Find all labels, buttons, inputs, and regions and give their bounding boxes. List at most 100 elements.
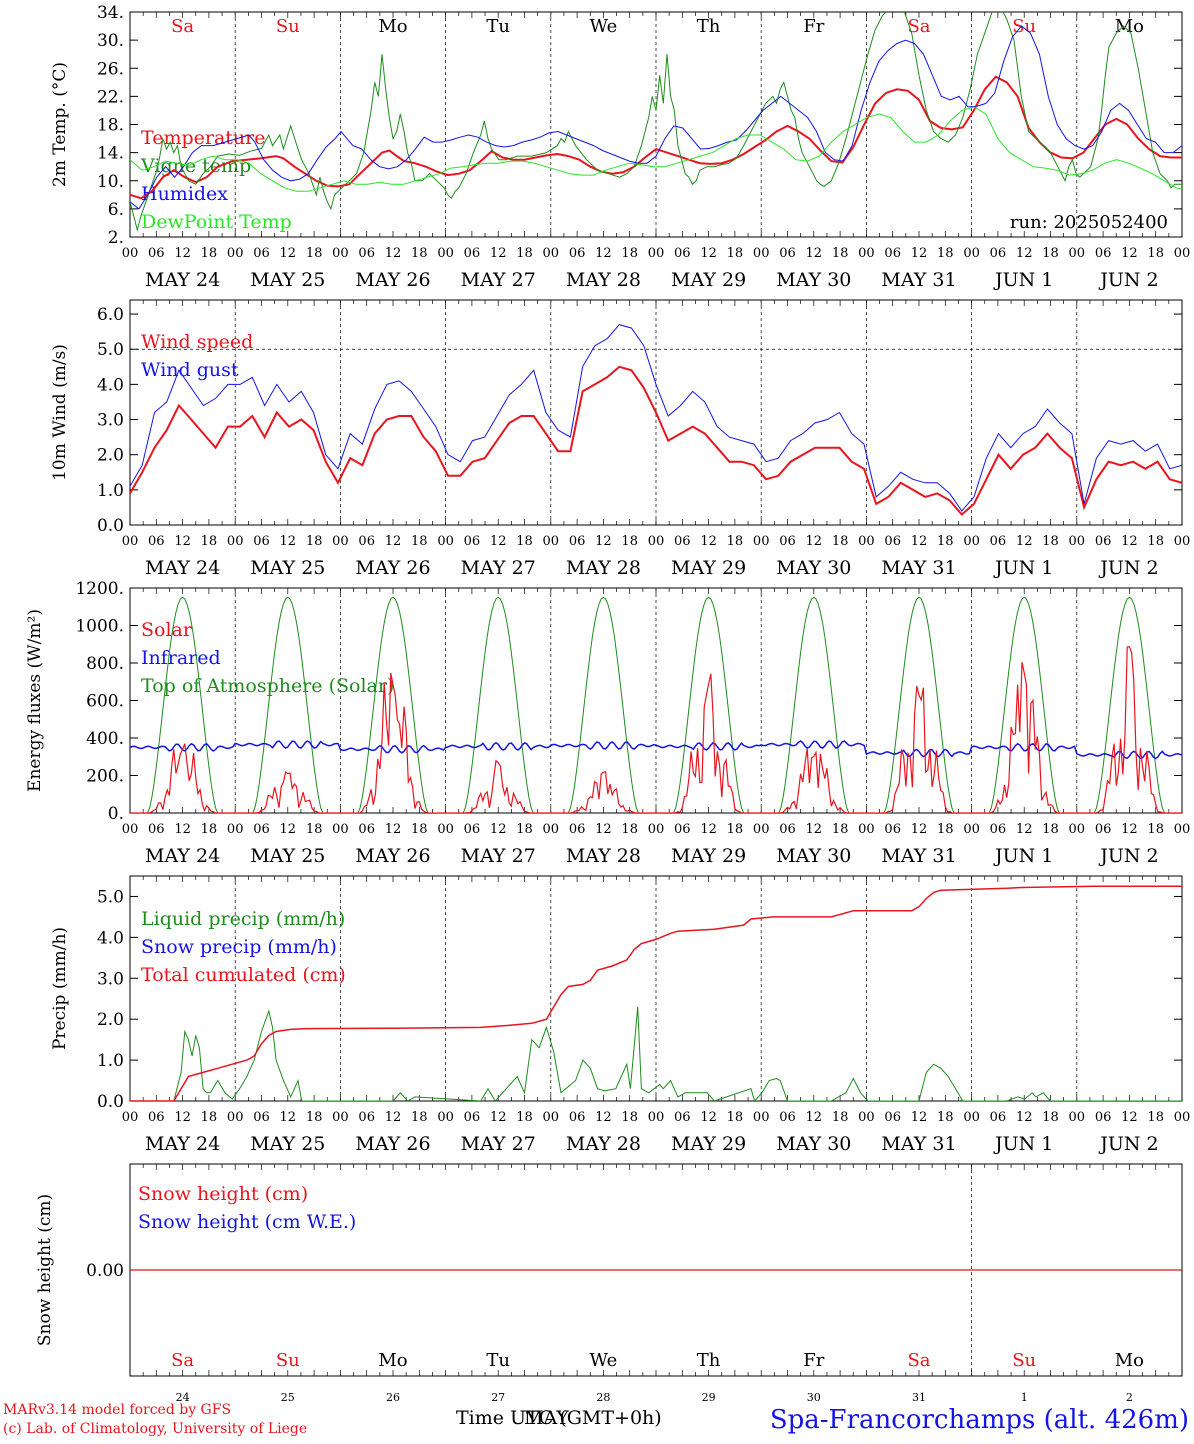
wind-hour-label: 00 (543, 534, 560, 549)
wind-hour-label: 12 (1016, 534, 1033, 549)
snow-day-number: 2 (1126, 1391, 1133, 1404)
wind-hour-label: 12 (1121, 534, 1138, 549)
precip-hour-label: 00 (753, 1110, 770, 1125)
temperature-hour-label: 18 (727, 246, 744, 261)
temperature-hour-label: 00 (648, 246, 665, 261)
temperature-ytick-label: 18. (97, 116, 124, 136)
model-credit: MARv3.14 model forced by GFS (3, 1402, 231, 1418)
energy-hour-label: 12 (490, 822, 507, 837)
wind-panel: 6.0 5.0 4.0 3.0 2.0 1.0 0.0 10m Wind (m/s) 00 06 1… (50, 299, 1190, 579)
temperature-hour-label: 06 (990, 246, 1007, 261)
temperature-ytick-label: 26. (97, 59, 124, 79)
precip-hour-label: 00 (332, 1110, 349, 1125)
snow-weekday-label: Sa (907, 1350, 930, 1371)
wind-ytick-label: 1.0 (97, 481, 124, 501)
energy-hour-label: 00 (227, 822, 244, 837)
temperature-hour-label: 12 (1121, 246, 1138, 261)
energy-hour-label: 06 (884, 822, 901, 837)
precip-hour-label: 00 (648, 1110, 665, 1125)
energy-legend-entry: Solar (141, 619, 193, 641)
energy-hour-label: 06 (569, 822, 586, 837)
snow-panel: 0.00 Snow height (cm) 24 25 26 27 28 29 30 31 1 2 Sa… (35, 1163, 1183, 1404)
snow-weekday-label: Su (1012, 1350, 1036, 1371)
energy-hour-label: 00 (122, 822, 139, 837)
snow-legend-entry: Snow height (cm W.E.) (138, 1211, 356, 1233)
energy-panel: 1200. 1000. 800. 600. 400. 200. 0. Energy fluxe… (25, 579, 1190, 867)
energy-hour-label: 18 (201, 822, 218, 837)
snow-day-number: 29 (702, 1391, 716, 1404)
temperature-date-label: MAY 31 (881, 269, 956, 291)
energy-date-label: MAY 28 (566, 845, 641, 867)
wind-hour-label: 12 (806, 534, 823, 549)
energy-hour-label: 00 (648, 822, 665, 837)
energy-hour-label: 18 (832, 822, 849, 837)
temperature-hour-label: 18 (937, 246, 954, 261)
energy-axis-title: Energy fluxes (W/m²) (25, 609, 45, 792)
precip-hour-label: 00 (227, 1110, 244, 1125)
wind-hour-label: 12 (595, 534, 612, 549)
temperature-hour-label: 06 (569, 246, 586, 261)
wind-hour-label: 00 (332, 534, 349, 549)
energy-hour-label: 12 (806, 822, 823, 837)
wind-hour-label: 12 (280, 534, 297, 549)
wind-series-wind-gust (130, 324, 1182, 512)
temperature-axis-title: 2m Temp. (°C) (50, 62, 70, 187)
energy-hour-label: 18 (306, 822, 323, 837)
energy-legend-entry: Top of Atmosphere (Solar) (141, 675, 394, 697)
temperature-ytick-label: 22. (97, 87, 124, 107)
wind-ytick-label: 3.0 (97, 411, 124, 431)
wind-hour-label: 00 (1069, 534, 1086, 549)
energy-date-label: MAY 30 (776, 845, 851, 867)
precip-ytick-label: 1.0 (97, 1051, 124, 1071)
precip-series-total-cumulated-cm- (130, 885, 1182, 1101)
energy-hour-label: 18 (516, 822, 533, 837)
energy-hour-label: 06 (674, 822, 691, 837)
snow-day-number: 25 (281, 1391, 295, 1404)
energy-hour-label: 12 (595, 822, 612, 837)
precip-hour-label: 18 (201, 1110, 218, 1125)
precip-hour-label: 00 (1069, 1110, 1086, 1125)
energy-hour-label: 00 (437, 822, 454, 837)
temperature-weekday-label: Th (697, 16, 721, 37)
precip-ytick-label: 5.0 (97, 887, 124, 907)
temperature-ytick-label: 10. (97, 172, 124, 192)
precip-hour-label: 12 (490, 1110, 507, 1125)
snow-day-number: 27 (491, 1391, 505, 1404)
temperature-hour-label: 12 (595, 246, 612, 261)
precip-hour-label: 06 (569, 1110, 586, 1125)
snow-weekday-label: Su (276, 1350, 300, 1371)
temperature-hour-label: 18 (306, 246, 323, 261)
wind-hour-label: 12 (490, 534, 507, 549)
temperature-weekday-label: We (590, 16, 618, 37)
precip-legend-entry: Liquid precip (mm/h) (141, 908, 345, 930)
temperature-hour-label: 18 (832, 246, 849, 261)
energy-ytick-label: 400. (86, 729, 124, 749)
temperature-hour-label: 06 (358, 246, 375, 261)
temperature-hour-label: 00 (963, 246, 980, 261)
wind-hour-label: 18 (727, 534, 744, 549)
precip-hour-label: 18 (1042, 1110, 1059, 1125)
wind-hour-label: 06 (674, 534, 691, 549)
wind-hour-label: 18 (937, 534, 954, 549)
temperature-hour-label: 00 (1174, 246, 1191, 261)
energy-hour-label: 12 (280, 822, 297, 837)
temperature-hour-label: 12 (700, 246, 717, 261)
temperature-hour-label: 18 (1147, 246, 1164, 261)
precip-hour-label: 18 (516, 1110, 533, 1125)
wind-hour-label: 18 (1147, 534, 1164, 549)
energy-hour-label: 18 (1147, 822, 1164, 837)
precip-hour-label: 06 (253, 1110, 270, 1125)
precip-hour-label: 00 (858, 1110, 875, 1125)
energy-date-label: MAY 31 (881, 845, 956, 867)
time-axis-label: Time UTC (GMT+0h) (456, 1407, 662, 1429)
temperature-hour-label: 06 (779, 246, 796, 261)
energy-hour-label: 18 (727, 822, 744, 837)
energy-series-infrared (130, 740, 1182, 760)
wind-hour-label: 00 (753, 534, 770, 549)
temperature-hour-label: 12 (174, 246, 191, 261)
precip-legend-entry: Snow precip (mm/h) (141, 936, 337, 958)
temperature-weekday-label: Fr (803, 16, 824, 37)
energy-hour-label: 06 (148, 822, 165, 837)
energy-date-label: MAY 25 (250, 845, 325, 867)
wind-legend-entry: Wind speed (141, 331, 253, 353)
